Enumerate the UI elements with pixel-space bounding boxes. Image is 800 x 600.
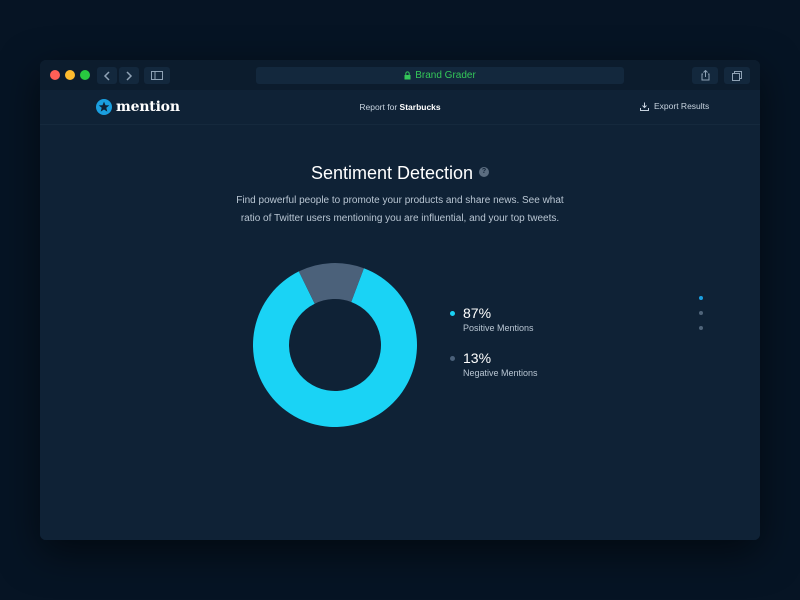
pager-dot[interactable] — [699, 311, 703, 315]
section-description: Find powerful people to promote your pro… — [236, 195, 564, 224]
mention-logo[interactable]: mention — [96, 99, 180, 115]
share-icon — [701, 70, 709, 81]
browser-window: Brand Grader mention — [40, 60, 760, 540]
address-bar[interactable]: Brand Grader — [256, 67, 624, 84]
star-badge-icon — [96, 99, 112, 115]
sidebar-icon — [151, 71, 163, 80]
minimize-window-button[interactable] — [65, 70, 75, 80]
section-title: Sentiment Detection — [310, 163, 474, 183]
share-button[interactable] — [692, 67, 718, 84]
legend-label: Positive Mentions — [463, 323, 534, 333]
legend-value: 13% — [463, 350, 492, 366]
legend-negative: 13% Negative Mentions — [450, 350, 538, 378]
maximize-window-button[interactable] — [80, 70, 90, 80]
export-results-button[interactable]: Export Results — [640, 101, 709, 111]
negative-slice[interactable] — [298, 263, 364, 304]
page-content: mention Report for Starbucks Export Resu… — [40, 90, 760, 540]
report-title: Report for Starbucks — [40, 102, 760, 112]
pager-dot[interactable] — [699, 296, 703, 300]
forward-button[interactable] — [119, 67, 139, 84]
sidebar-toggle-button[interactable] — [144, 67, 170, 84]
tabs-icon — [732, 70, 742, 81]
lock-icon — [404, 71, 411, 80]
legend-bullet — [450, 356, 455, 361]
report-brand: Starbucks — [399, 102, 441, 112]
export-label: Export Results — [654, 101, 710, 111]
report-prefix: Report for — [359, 102, 398, 112]
browser-toolbar: Brand Grader — [40, 60, 760, 91]
address-text: Brand Grader — [415, 70, 476, 81]
app-header: mention Report for Starbucks Export Resu… — [40, 90, 760, 125]
legend-value: 87% — [463, 305, 492, 321]
pager-dot[interactable] — [699, 326, 703, 330]
chevron-left-icon — [103, 70, 110, 81]
close-window-button[interactable] — [50, 70, 60, 80]
pagination-dots — [699, 296, 703, 341]
logo-text: mention — [116, 99, 180, 115]
chevron-right-icon — [126, 70, 133, 81]
sentiment-donut-chart — [252, 263, 417, 427]
legend-bullet — [450, 311, 455, 316]
chart-legend: 87% Positive Mentions 13% Negative Mentions — [450, 305, 538, 395]
back-button[interactable] — [97, 67, 117, 84]
positive-slice[interactable] — [252, 268, 417, 427]
help-icon[interactable]: ? — [479, 167, 490, 178]
tabs-overview-button[interactable] — [724, 67, 750, 84]
legend-positive: 87% Positive Mentions — [450, 305, 538, 333]
section-heading: Sentiment Detection? — [40, 163, 760, 184]
legend-label: Negative Mentions — [463, 368, 538, 378]
download-icon — [640, 102, 649, 111]
